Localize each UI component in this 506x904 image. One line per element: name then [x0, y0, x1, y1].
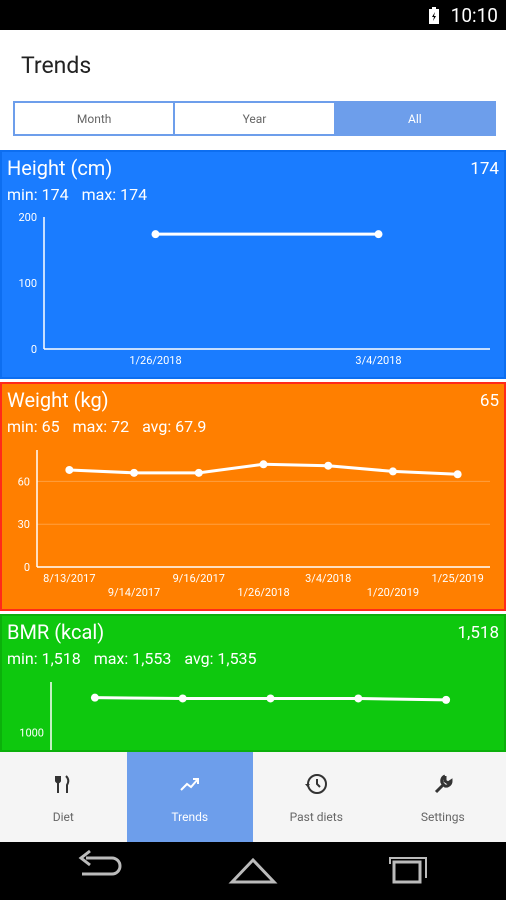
- data-point: [442, 696, 450, 704]
- chart-card: Weight (kg) 65 min: 65 max: 72 avg: 67.9 0 30 6…: [0, 382, 506, 611]
- nav-item[interactable]: Trends: [127, 752, 254, 842]
- current-value: 65: [480, 391, 499, 411]
- nav-item[interactable]: Diet: [0, 752, 127, 842]
- data-point: [260, 460, 268, 468]
- data-point: [179, 694, 187, 702]
- stat: avg: 1,535: [184, 649, 256, 668]
- data-point: [454, 470, 462, 478]
- page-title: Trends: [21, 52, 91, 79]
- tab[interactable]: All: [334, 101, 496, 136]
- stat: min: 174: [7, 185, 69, 204]
- data-point: [375, 230, 383, 238]
- y-tick-label: 0: [24, 561, 30, 574]
- x-tick-label: 8/13/2017: [43, 572, 95, 585]
- x-tick-label: 1/26/2018: [129, 354, 181, 367]
- y-tick-label: 200: [18, 211, 37, 224]
- y-tick-label: 30: [18, 518, 30, 531]
- data-point: [354, 694, 362, 702]
- x-tick-label: 1/25/2019: [431, 572, 483, 585]
- y-tick-label: 1000: [19, 727, 44, 740]
- chart-title: Weight (kg): [7, 388, 109, 412]
- chart: Weight (kg) 65 min: 65 max: 72 avg: 67.9 0 30 6…: [0, 382, 506, 611]
- chart: Height (cm) 174 min: 174 max: 174 0 100 200 1/2…: [0, 150, 506, 379]
- current-value: 1,518: [457, 623, 499, 643]
- system-nav-icons: [0, 842, 506, 900]
- data-point: [130, 469, 138, 477]
- nav-label: Past diets: [253, 810, 380, 824]
- chart: BMR (kcal) 1,518 min: 1,518 max: 1,553 avg: …: [0, 614, 506, 752]
- data-point: [195, 469, 203, 477]
- nav-label: Diet: [0, 810, 127, 824]
- stat: max: 72: [73, 417, 130, 436]
- data-point: [389, 467, 397, 475]
- stat: avg: 67.9: [142, 417, 206, 436]
- chart-title: Height (cm): [7, 156, 112, 180]
- stat: max: 174: [82, 185, 148, 204]
- nav-item[interactable]: Past diets: [253, 752, 380, 842]
- y-tick-label: 60: [18, 475, 30, 488]
- stat: min: 65: [7, 417, 60, 436]
- stat: min: 1,518: [7, 649, 81, 668]
- status-bar: 10:10: [0, 0, 506, 30]
- nav-label: Settings: [380, 810, 506, 824]
- chart-card: BMR (kcal) 1,518 min: 1,518 max: 1,553 avg: …: [0, 614, 506, 752]
- nav-icon: [304, 772, 328, 796]
- y-tick-label: 0: [31, 343, 37, 356]
- nav-icon: [178, 772, 202, 796]
- data-point: [91, 694, 99, 702]
- data-point: [65, 466, 73, 474]
- chart-title: BMR (kcal): [7, 620, 104, 644]
- x-tick-label: 1/20/2019: [367, 586, 419, 599]
- y-tick-label: 100: [18, 277, 37, 290]
- x-tick-label: 1/26/2018: [237, 586, 289, 599]
- chart-card: Height (cm) 174 min: 174 max: 174 0 100 200 1/2…: [0, 150, 506, 379]
- data-point: [152, 230, 160, 238]
- x-tick-label: 9/14/2017: [108, 586, 160, 599]
- nav-icon: [51, 772, 75, 796]
- tab[interactable]: Year: [173, 101, 335, 136]
- data-point: [324, 462, 332, 470]
- x-tick-label: 3/4/2018: [305, 572, 351, 585]
- battery-icon: [428, 7, 440, 25]
- x-tick-label: 3/4/2018: [355, 354, 401, 367]
- tab[interactable]: Month: [13, 101, 175, 136]
- nav-icon: [431, 772, 455, 796]
- stat: max: 1,553: [94, 649, 172, 668]
- system-nav: [0, 842, 506, 900]
- clock: 10:10: [451, 4, 498, 27]
- nav-label: Trends: [127, 810, 254, 824]
- nav-item[interactable]: Settings: [380, 752, 506, 842]
- data-point: [267, 694, 275, 702]
- x-tick-label: 9/16/2017: [173, 572, 225, 585]
- current-value: 174: [470, 159, 499, 179]
